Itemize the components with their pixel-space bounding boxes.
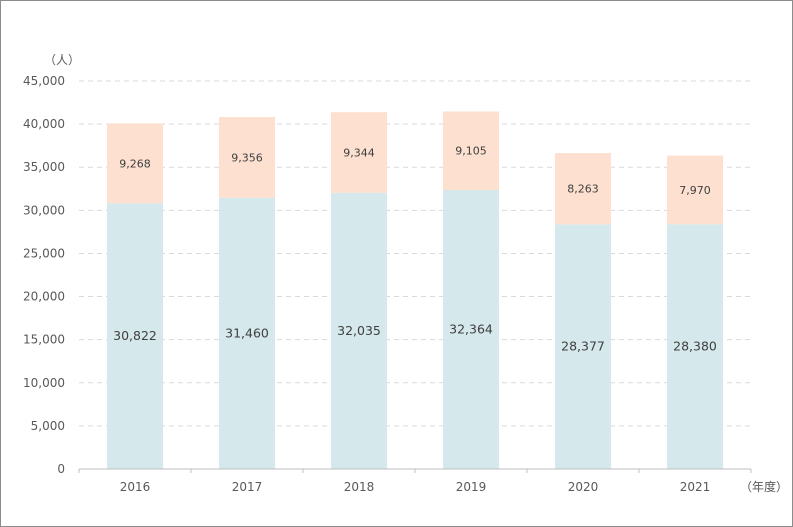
y-tick-label: 25,000 <box>23 246 65 260</box>
x-tick-label: 2020 <box>568 480 599 494</box>
x-tick-label: 2016 <box>120 480 151 494</box>
data-label-bottom: 31,460 <box>225 325 269 340</box>
data-label-bottom: 32,035 <box>337 323 381 338</box>
x-unit-label: （年度） <box>740 479 788 494</box>
x-tick-label: 2017 <box>232 480 263 494</box>
bar-segment-bottom <box>667 224 723 469</box>
x-tick-label: 2021 <box>680 480 711 494</box>
bar-segment-bottom <box>443 189 499 470</box>
data-label-top: 9,268 <box>119 157 151 170</box>
data-label-top: 8,263 <box>567 183 599 196</box>
y-tick-label: 35,000 <box>23 160 65 174</box>
bar-segment-bottom <box>107 203 163 470</box>
bar-segment-bottom <box>219 197 275 470</box>
data-label-top: 9,344 <box>343 147 375 160</box>
y-tick-label: 0 <box>57 462 65 476</box>
y-axis-ticks: 0 5,000 10,000 15,000 20,000 25,000 30,000 35,0… <box>23 74 65 476</box>
bar-segment-top <box>107 123 163 204</box>
data-label-top: 9,356 <box>231 151 263 164</box>
y-tick-label: 20,000 <box>23 290 65 304</box>
data-label-top: 7,970 <box>679 184 711 197</box>
y-tick-label: 40,000 <box>23 117 65 131</box>
data-label-bottom: 30,822 <box>113 328 157 343</box>
bars <box>107 111 723 470</box>
bar-segment-top <box>331 112 387 193</box>
bar-segment-top <box>667 155 723 225</box>
y-tick-label: 15,000 <box>23 333 65 347</box>
gridlines <box>79 80 751 427</box>
y-tick-label: 10,000 <box>23 376 65 390</box>
y-tick-label: 5,000 <box>31 419 65 433</box>
bar-segment-top <box>443 111 499 190</box>
y-unit-label: （人） <box>44 53 80 67</box>
data-label-bottom: 28,380 <box>673 339 717 354</box>
data-label-bottom: 32,364 <box>449 321 493 336</box>
bar-segment-top <box>219 117 275 198</box>
bar-segment-bottom <box>555 224 611 469</box>
x-tick-label: 2019 <box>456 480 487 494</box>
y-tick-label: 30,000 <box>23 203 65 217</box>
x-tick-label: 2018 <box>344 480 375 494</box>
y-tick-label: 45,000 <box>23 74 65 88</box>
bar-segment-bottom <box>331 192 387 469</box>
data-label-top: 9,105 <box>455 145 487 158</box>
x-axis-ticks: 2016 2017 2018 2019 2020 2021 <box>78 469 752 494</box>
data-label-bottom: 28,377 <box>561 339 605 354</box>
data-labels: 30,822 9,268 31,460 9,356 32,035 9,344 32,364 9… <box>113 145 717 354</box>
bar-segment-top <box>555 153 611 225</box>
